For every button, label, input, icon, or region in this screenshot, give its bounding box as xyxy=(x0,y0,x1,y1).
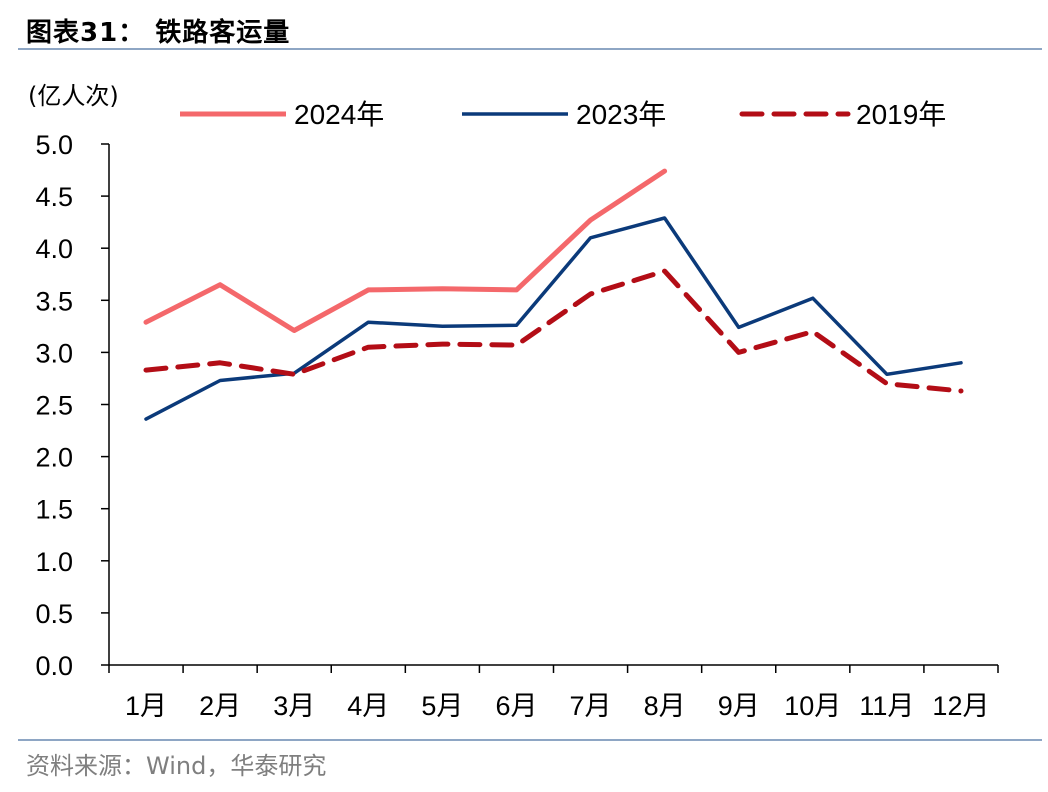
chart-title: 图表31： 铁路客运量 xyxy=(26,18,291,48)
title-divider xyxy=(18,48,1042,50)
y-tick-label: 5.0 xyxy=(35,130,73,160)
x-tick-label: 12月 xyxy=(932,691,989,721)
legend-label-2: 2023年 xyxy=(576,99,666,130)
axes: 0.0 0.5 1.0 1.5 2.0 2.5 3.0 3.5 4.0 4.5 5.0 1月 2月 3月 4… xyxy=(35,130,999,721)
x-tick-label: 7月 xyxy=(570,691,612,721)
source-note: 资料来源：Wind，华泰研究 xyxy=(26,752,327,780)
x-tick-label: 1月 xyxy=(125,691,167,721)
y-axis-unit-label: (亿人次) xyxy=(28,82,119,110)
y-tick-label: 4.5 xyxy=(35,182,73,212)
y-tick-label: 3.5 xyxy=(35,286,73,316)
y-tick-label: 3.0 xyxy=(35,338,73,368)
x-tick-label: 3月 xyxy=(273,691,315,721)
legend: 2024年 2023年 2019年 xyxy=(180,99,946,130)
y-tick-label: 0.5 xyxy=(35,599,73,629)
x-tick-label: 2月 xyxy=(199,691,241,721)
series-lines xyxy=(143,168,964,421)
y-tick-label: 4.0 xyxy=(35,234,73,264)
x-tick-label: 4月 xyxy=(347,691,389,721)
y-tick-label: 1.5 xyxy=(35,495,73,525)
y-tick-label: 2.0 xyxy=(35,443,73,473)
source-divider xyxy=(18,739,1042,741)
x-tick-label: 6月 xyxy=(495,691,537,721)
x-tick-label: 10月 xyxy=(784,691,841,721)
series-line-3 xyxy=(143,268,964,394)
x-tick-label: 11月 xyxy=(859,691,914,721)
legend-label-1: 2024年 xyxy=(294,99,384,130)
x-tick-label: 5月 xyxy=(421,691,463,721)
y-tick-label: 0.0 xyxy=(35,651,73,681)
series-line-1 xyxy=(143,168,668,333)
y-tick-label: 1.0 xyxy=(35,547,73,577)
legend-label-3: 2019年 xyxy=(856,99,946,130)
y-tick-label: 2.5 xyxy=(35,391,73,421)
x-tick-label: 9月 xyxy=(718,691,760,721)
x-tick-label: 8月 xyxy=(644,691,686,721)
